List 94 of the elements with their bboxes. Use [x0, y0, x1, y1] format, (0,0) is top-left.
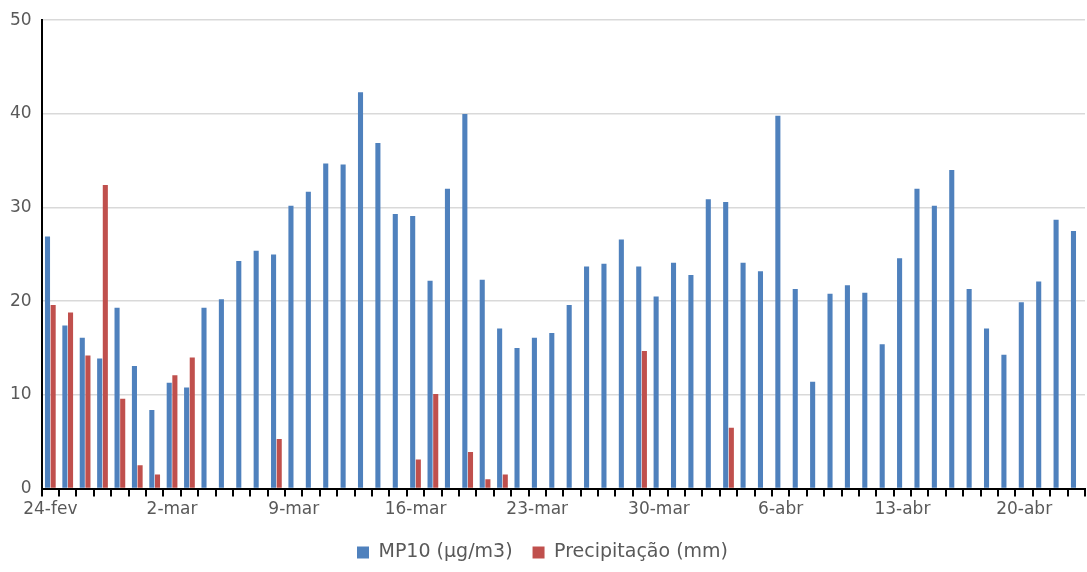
bar	[862, 292, 868, 488]
x-tick-label: 30-mar	[628, 498, 690, 519]
bar	[584, 266, 590, 488]
bar	[879, 344, 885, 488]
bar	[357, 92, 364, 488]
bar	[218, 299, 224, 488]
bar	[810, 381, 816, 488]
bar	[427, 280, 433, 488]
bar	[566, 304, 572, 488]
bar	[728, 427, 734, 488]
bar	[323, 163, 329, 488]
bar	[288, 205, 294, 488]
bar	[305, 191, 311, 488]
y-tick-label: 0	[20, 477, 32, 498]
bar	[201, 307, 207, 488]
bar	[120, 398, 126, 488]
bar	[844, 285, 850, 488]
bar	[914, 188, 920, 488]
bar	[444, 188, 450, 488]
bar	[827, 293, 833, 488]
bar	[641, 350, 647, 488]
bar	[792, 289, 798, 488]
bar	[154, 474, 161, 488]
bar	[410, 215, 416, 488]
bar	[189, 357, 195, 488]
x-tick-label: 24-fev	[23, 498, 78, 519]
bar	[485, 479, 491, 488]
x-tick-label: 20-abr	[996, 498, 1053, 519]
bar	[114, 307, 120, 488]
bar	[253, 250, 259, 488]
x-tick-label: 6-abr	[758, 498, 804, 519]
bar	[44, 236, 51, 488]
bar	[688, 275, 694, 488]
legend-label: MP10 (µg/m3)	[378, 539, 513, 562]
bar	[375, 142, 381, 488]
bar	[1070, 230, 1077, 488]
y-tick-label: 30	[9, 195, 32, 216]
x-tick-label: 23-mar	[506, 498, 569, 519]
x-tick-label: 13-abr	[874, 498, 931, 519]
x-tick-label: 16-mar	[384, 498, 447, 519]
bar	[636, 266, 642, 488]
bar	[1001, 354, 1007, 488]
bar	[236, 260, 242, 488]
bar	[1053, 219, 1059, 488]
x-tick-label: 2-mar	[146, 498, 198, 519]
bar	[102, 185, 108, 488]
bar	[271, 254, 277, 488]
bar	[757, 271, 764, 488]
bar	[172, 375, 178, 488]
bar	[1036, 281, 1042, 488]
bar	[670, 262, 677, 488]
bar	[502, 474, 508, 488]
bar	[166, 382, 172, 488]
bar	[966, 289, 972, 488]
bar	[497, 328, 503, 488]
bar	[462, 113, 468, 488]
bar	[723, 201, 729, 488]
y-tick-label: 50	[9, 8, 32, 29]
bar	[618, 239, 624, 488]
y-tick-label: 10	[9, 383, 32, 404]
bar	[50, 304, 56, 488]
bar	[97, 358, 103, 488]
bar	[85, 355, 91, 488]
bar	[983, 328, 990, 488]
bar	[931, 205, 937, 488]
bar	[705, 199, 711, 488]
y-tick-label: 20	[9, 289, 32, 310]
bar	[531, 337, 537, 488]
bar	[137, 465, 143, 488]
bar	[514, 348, 520, 488]
bar	[775, 115, 781, 488]
bar	[601, 263, 607, 488]
bar	[68, 312, 74, 488]
bar	[479, 279, 485, 488]
bar	[549, 333, 555, 488]
bar	[62, 325, 68, 488]
bar	[653, 296, 659, 488]
bar	[740, 262, 746, 488]
bar	[149, 409, 155, 488]
legend-label: Precipitação (mm)	[554, 539, 729, 562]
bar	[131, 365, 137, 488]
bar	[467, 452, 474, 488]
bar	[79, 337, 85, 488]
bar	[340, 164, 346, 488]
bar	[1018, 302, 1024, 488]
y-tick-label: 40	[9, 102, 32, 123]
bar	[392, 214, 398, 488]
bar	[184, 387, 190, 488]
x-tick-label: 9-mar	[268, 498, 320, 519]
bar	[276, 438, 282, 488]
bar	[415, 459, 421, 488]
bar	[433, 393, 439, 488]
bar	[897, 258, 903, 488]
bar	[949, 170, 955, 488]
